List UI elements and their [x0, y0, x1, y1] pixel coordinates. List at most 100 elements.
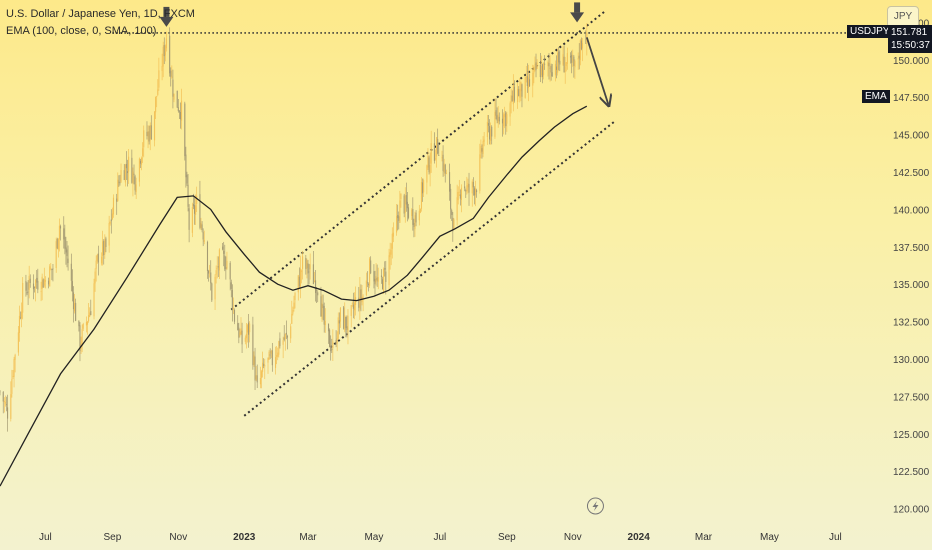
candle	[164, 44, 166, 62]
candle	[534, 56, 536, 72]
candle	[306, 258, 308, 279]
candle	[459, 189, 461, 206]
candle	[366, 271, 368, 288]
candle	[263, 358, 265, 369]
candle	[40, 281, 42, 302]
x-tick-label: Nov	[169, 532, 187, 543]
candle	[260, 369, 263, 389]
candle	[580, 37, 582, 51]
candle	[369, 257, 371, 288]
channel-upper-line[interactable]	[230, 11, 605, 311]
legend-indicator[interactable]: EMA (100, close, 0, SMA, 100)	[6, 25, 157, 37]
candle	[480, 139, 482, 159]
candle	[132, 167, 134, 197]
trend-channel[interactable]	[230, 11, 616, 417]
ema-100-line	[0, 105, 588, 487]
price-axis[interactable]: 120.000 122.500 125.000 127.500 130.000 132.5…	[884, 0, 932, 525]
candle	[52, 263, 54, 282]
candle	[131, 149, 133, 184]
candle	[155, 96, 157, 120]
price-chart[interactable]	[0, 0, 884, 525]
lightning-icon[interactable]	[586, 497, 604, 515]
candle	[397, 204, 399, 231]
candle	[564, 56, 566, 84]
candle	[365, 272, 367, 297]
time-axis[interactable]: Jul Sep Nov 2023 Mar May Jul Sep Nov 2024 Mar May Ju…	[0, 525, 884, 550]
candle	[233, 308, 236, 325]
candle	[185, 146, 187, 188]
candle	[468, 172, 470, 206]
candle	[13, 356, 15, 388]
candle	[452, 211, 454, 242]
x-tick-label: May	[760, 532, 779, 543]
x-tick-label: Jul	[433, 532, 446, 543]
candle	[444, 163, 446, 183]
candle	[460, 184, 463, 213]
candle	[473, 186, 475, 205]
candle	[294, 291, 296, 309]
candle	[520, 81, 522, 102]
candle	[146, 121, 148, 140]
candle	[351, 301, 353, 307]
candle	[254, 347, 256, 391]
candle	[177, 98, 179, 113]
candle	[66, 240, 68, 268]
candle	[216, 256, 218, 279]
candle	[248, 314, 250, 348]
down-arrow-marker[interactable]	[570, 2, 585, 23]
candle	[111, 207, 113, 221]
candle	[489, 119, 491, 145]
candle	[339, 307, 341, 328]
candle	[141, 156, 143, 171]
candle	[528, 73, 531, 88]
down-arrow-marker[interactable]	[159, 6, 174, 27]
candle	[309, 253, 311, 280]
candle	[105, 236, 107, 253]
candle	[225, 256, 227, 280]
candle	[418, 204, 420, 226]
y-tick-label: 127.500	[893, 392, 930, 403]
candle	[330, 335, 332, 361]
candle	[551, 63, 553, 77]
candle	[208, 269, 210, 282]
candle	[353, 292, 356, 320]
candle	[187, 174, 189, 212]
candle	[226, 251, 228, 270]
candle	[573, 54, 575, 78]
candle	[277, 347, 279, 361]
ema-tag: EMA	[862, 90, 890, 104]
candle	[246, 323, 249, 343]
countdown: 15:50:37	[891, 40, 930, 52]
candle	[442, 145, 444, 177]
candle	[120, 163, 122, 183]
candle	[89, 307, 91, 318]
candle	[505, 110, 507, 135]
candle	[161, 53, 163, 81]
candle	[26, 282, 28, 296]
candle	[240, 317, 242, 336]
annotations[interactable]	[159, 2, 608, 104]
candle	[138, 157, 140, 187]
candle	[124, 163, 126, 187]
candle	[433, 132, 435, 164]
candle	[58, 218, 60, 252]
candle	[438, 142, 440, 156]
candle	[501, 109, 504, 137]
candle	[437, 128, 439, 155]
candle	[426, 164, 428, 195]
candle	[302, 251, 304, 280]
candle	[332, 329, 334, 361]
candle	[347, 309, 349, 345]
channel-lower-line[interactable]	[243, 120, 616, 417]
x-tick-label: Sep	[498, 532, 516, 543]
candle	[21, 302, 23, 328]
candle	[511, 90, 513, 102]
candle	[413, 218, 415, 238]
candle	[239, 328, 241, 338]
candle	[241, 322, 243, 353]
candle	[104, 234, 106, 259]
candle	[153, 111, 156, 147]
projection-arrow[interactable]	[585, 37, 609, 104]
candle	[200, 217, 202, 231]
x-tick-label: Jul	[39, 532, 52, 543]
